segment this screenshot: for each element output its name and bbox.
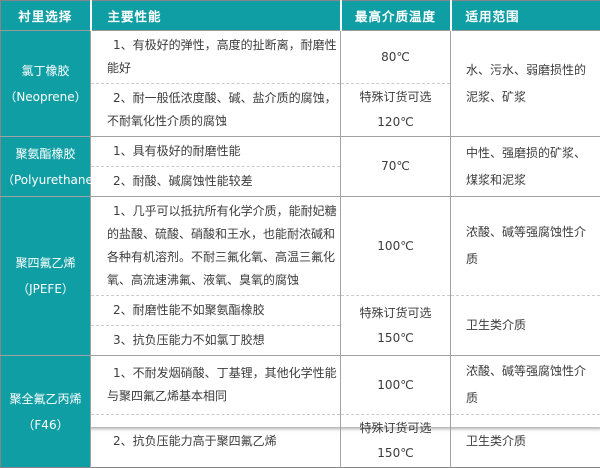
col-header-max-temp: 最高介质温度: [341, 1, 451, 31]
temp-cell: 特殊订货可选 120℃: [341, 84, 451, 137]
temp-note: 特殊订货可选: [342, 85, 449, 110]
range-cell: 水、污水、弱磨损性的泥浆、矿浆: [451, 31, 600, 137]
temp-cell: 100℃: [341, 197, 451, 296]
range-cell: 卫生类介质: [451, 415, 600, 468]
table-row: 氯丁橡胶 （Neoprene） 1、有极好的弹性，高度的扯断离，耐磨性能好 80…: [1, 31, 600, 84]
performance-cell: 2、耐酸、碱腐蚀性能较差: [91, 167, 341, 197]
col-header-performance: 主要性能: [91, 1, 341, 31]
lining-name: 氯丁橡胶: [2, 58, 89, 84]
lining-name: 聚四氟乙烯: [2, 250, 89, 276]
performance-cell: 1、几乎可以抵抗所有化学介质，能耐妃糖的盐酸、硫酸、硝酸和王水，也能耐浓碱和各种…: [91, 197, 341, 296]
table-row: 2、抗负压能力高于聚四氟乙烯 特殊订货可选 150℃ 卫生类介质: [1, 415, 600, 468]
performance-cell: 1、有极好的弹性，高度的扯断离，耐磨性能好: [91, 31, 341, 84]
temp-cell: 特殊订货可选 150℃: [341, 296, 451, 356]
performance-cell: 2、抗负压能力高于聚四氟乙烯: [91, 415, 341, 468]
table-row: 聚氨酯橡胶 （Polyurethane） 1、具有极好的耐磨性能 70℃ 中性、…: [1, 137, 600, 167]
lining-cell-f46: 聚全氟乙丙烯 （F46）: [1, 356, 91, 468]
lining-name-en: （JPEFE）: [2, 276, 89, 302]
table-row: 2、耐磨性能不如聚氨酯橡胶 特殊订货可选 150℃ 卫生类介质: [1, 296, 600, 326]
temp-note: 特殊订货可选: [342, 416, 449, 441]
range-cell: 浓酸、碱等强腐蚀性介质: [451, 356, 600, 415]
temp-value: 120℃: [342, 110, 449, 135]
range-cell: 卫生类介质: [451, 296, 600, 356]
performance-cell: 1、不耐发烟硝酸、丁基锂，其他化学性能与聚四氟乙烯基本相同: [91, 356, 341, 415]
temp-cell: 70℃: [341, 137, 451, 197]
lining-name-en: （Neoprene）: [2, 84, 89, 110]
temp-cell: 100℃: [341, 356, 451, 415]
temp-cell: 特殊订货可选 150℃: [341, 415, 451, 468]
range-cell: 浓酸、碱等强腐蚀性介质: [451, 197, 600, 296]
performance-cell: 1、具有极好的耐磨性能: [91, 137, 341, 167]
range-cell: 中性、强磨损的矿浆、煤浆和泥浆: [451, 137, 600, 197]
lining-name: 聚氨酯橡胶: [2, 141, 89, 167]
lining-name-en: （F46）: [2, 412, 89, 438]
lining-cell-ptfe: 聚四氟乙烯 （JPEFE）: [1, 197, 91, 356]
performance-cell: 2、耐磨性能不如聚氨酯橡胶: [91, 296, 341, 326]
lining-cell-neoprene: 氯丁橡胶 （Neoprene）: [1, 31, 91, 137]
header-row: 衬里选择 主要性能 最高介质温度 适用范围: [1, 1, 600, 31]
table-row: 聚全氟乙丙烯 （F46） 1、不耐发烟硝酸、丁基锂，其他化学性能与聚四氟乙烯基本…: [1, 356, 600, 415]
lining-name: 聚全氟乙丙烯: [2, 386, 89, 412]
lining-name-en: （Polyurethane）: [2, 167, 89, 193]
performance-cell: 3、抗负压能力不如氯丁胶想: [91, 326, 341, 356]
performance-cell: 2、耐一般低浓度酸、碱、盐介质的腐蚀，不耐氧化性介质的腐蚀: [91, 84, 341, 137]
lining-cell-polyurethane: 聚氨酯橡胶 （Polyurethane）: [1, 137, 91, 197]
col-header-applicable-range: 适用范围: [451, 1, 600, 31]
temp-value: 150℃: [342, 326, 449, 351]
table-row: 聚四氟乙烯 （JPEFE） 1、几乎可以抵抗所有化学介质，能耐妃糖的盐酸、硫酸、…: [1, 197, 600, 296]
temp-cell: 80℃: [341, 31, 451, 84]
lining-selection-table-container: 衬里选择 主要性能 最高介质温度 适用范围 氯丁橡胶 （Neoprene） 1、…: [0, 0, 600, 427]
temp-value: 150℃: [342, 441, 449, 466]
temp-note: 特殊订货可选: [342, 301, 449, 326]
col-header-lining: 衬里选择: [1, 1, 91, 31]
